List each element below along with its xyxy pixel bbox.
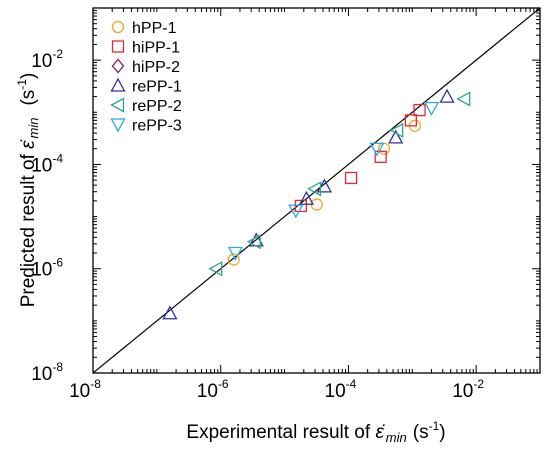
x-tick-label-exp: -2 bbox=[473, 377, 484, 391]
y-tick-label: 10-4 bbox=[31, 151, 63, 176]
y-tick-label: 10-6 bbox=[31, 256, 63, 281]
legend-marker-rePP-1 bbox=[110, 77, 126, 92]
y-tick-label-base: 10 bbox=[31, 51, 52, 72]
x-tick-label-exp: -6 bbox=[218, 377, 229, 391]
y-axis-label-unit-close: ) bbox=[18, 73, 39, 79]
y-axis-label-unit-exp: -1 bbox=[15, 79, 29, 90]
point-rePP-1 bbox=[162, 305, 178, 320]
legend-label-hiPP-1: hiPP-1 bbox=[132, 40, 180, 57]
point-rePP-1 bbox=[316, 178, 332, 193]
x-tick-label-exp: -4 bbox=[346, 377, 357, 391]
x-tick-label-base: 10 bbox=[197, 381, 218, 402]
point-rePP-1 bbox=[298, 190, 315, 205]
y-axis-label: Predicted result of ε̇min (s-1) bbox=[15, 73, 41, 308]
legend-label-hPP-1: hPP-1 bbox=[132, 20, 177, 37]
legend-marker-hPP-1 bbox=[111, 20, 125, 34]
y-axis-label-symbol: ε̇ bbox=[18, 140, 39, 149]
y-tick-label: 10-2 bbox=[31, 47, 63, 72]
point-hiPP-1 bbox=[374, 150, 387, 163]
x-tick-label-base: 10 bbox=[325, 381, 346, 402]
x-tick-label: 10-2 bbox=[452, 377, 484, 402]
x-axis-label: Experimental result of ε̇ min (s-1) bbox=[186, 419, 445, 445]
point-hiPP-1 bbox=[413, 103, 426, 117]
y-tick-label: 10-8 bbox=[31, 360, 63, 385]
x-tick-label: 10-8 bbox=[69, 377, 101, 402]
y-tick-label-exp: -4 bbox=[52, 151, 63, 165]
point-rePP-2 bbox=[208, 261, 223, 277]
y-axis-label-unit: (s bbox=[18, 90, 39, 106]
point-rePP-1 bbox=[439, 88, 455, 103]
point-rePP-3 bbox=[423, 102, 440, 117]
legend-marker-hiPP-2 bbox=[111, 58, 125, 74]
point-rePP-2 bbox=[246, 234, 261, 250]
y-axis-label-prefix: Predicted result of bbox=[18, 149, 39, 307]
point-rePP-2 bbox=[307, 181, 322, 197]
legend-label-rePP-1: rePP-1 bbox=[132, 79, 182, 96]
legend: hPP-1 hiPP-1 hiPP-2 rePP-1 rePP-2 rePP-3 bbox=[110, 20, 182, 135]
x-tick-label-base: 10 bbox=[69, 381, 90, 402]
y-axis-label-sub: min bbox=[26, 118, 41, 139]
x-tick-label-exp: -8 bbox=[90, 377, 101, 391]
y-tick-label-exp: -8 bbox=[52, 360, 63, 374]
y-tick-label-exp: -2 bbox=[52, 47, 63, 61]
legend-marker-rePP-3 bbox=[110, 118, 126, 133]
x-tick-label: 10-4 bbox=[325, 377, 357, 402]
x-axis-label-unit-exp: -1 bbox=[429, 419, 440, 433]
point-hiPP-1 bbox=[404, 114, 418, 127]
x-axis-label-unit-close: ) bbox=[439, 422, 445, 443]
legend-marker-rePP-2 bbox=[110, 97, 125, 113]
x-tick-label: 10-6 bbox=[197, 377, 229, 402]
point-hPP-1 bbox=[227, 253, 240, 266]
point-hiPP-1 bbox=[294, 199, 308, 213]
x-axis-label-sub: min bbox=[386, 430, 407, 445]
point-rePP-3 bbox=[288, 204, 304, 219]
plot-frame bbox=[92, 7, 541, 374]
y-tick-label-base: 10 bbox=[31, 364, 52, 385]
x-tick-label-base: 10 bbox=[452, 381, 473, 402]
point-rePP-3 bbox=[369, 142, 385, 157]
y-tick-label-base: 10 bbox=[31, 155, 52, 176]
y-tick-label-base: 10 bbox=[31, 260, 52, 281]
x-axis-label-prefix: Experimental result of bbox=[186, 422, 375, 443]
legend-label-rePP-2: rePP-2 bbox=[132, 98, 182, 115]
point-rePP-2 bbox=[389, 122, 404, 138]
x-axis-label-unit: (s bbox=[413, 422, 429, 443]
tick-labels: 10-810-810-610-610-410-410-210-2 bbox=[31, 47, 484, 402]
legend-label-hiPP-2: hiPP-2 bbox=[132, 59, 180, 76]
legend-label-rePP-3: rePP-3 bbox=[132, 118, 182, 135]
point-rePP-2 bbox=[456, 91, 471, 107]
y-tick-label-exp: -6 bbox=[52, 256, 63, 270]
legend-marker-hiPP-1 bbox=[111, 40, 125, 53]
point-hiPP-1 bbox=[344, 171, 358, 185]
point-rePP-1 bbox=[388, 129, 404, 144]
x-axis-label-symbol: ε̇ bbox=[375, 422, 384, 443]
point-rePP-3 bbox=[227, 246, 244, 261]
data-points bbox=[162, 88, 471, 320]
